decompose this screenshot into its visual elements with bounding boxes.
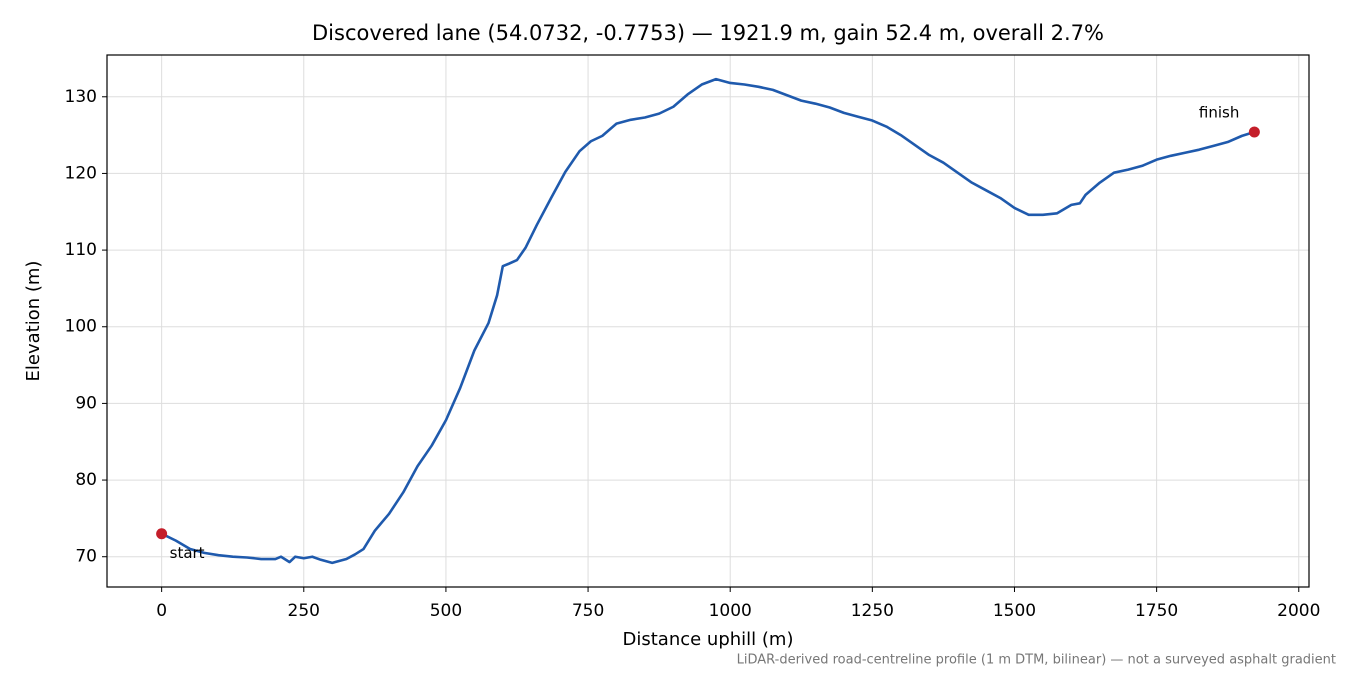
y-axis-label: Elevation (m): [23, 261, 44, 382]
y-tick-label: 130: [65, 87, 97, 107]
endpoint-label: finish: [1199, 104, 1239, 122]
y-tick-label: 80: [75, 470, 97, 490]
x-tick-label: 1000: [709, 601, 752, 621]
x-tick-label: 1750: [1135, 601, 1178, 621]
x-tick-label: 500: [430, 601, 462, 621]
footnote: LiDAR-derived road-centreline profile (1…: [737, 653, 1336, 668]
y-tick-label: 70: [75, 547, 97, 567]
endpoint-marker: [1248, 126, 1260, 138]
y-tick-label: 110: [65, 240, 97, 260]
y-tick-label: 90: [75, 393, 97, 413]
x-tick-label: 2000: [1277, 601, 1320, 621]
y-tick-label: 100: [65, 317, 97, 337]
plot-frame: [106, 54, 1310, 588]
x-tick-label: 250: [288, 601, 320, 621]
chart-title: Discovered lane (54.0732, -0.7753) — 192…: [312, 21, 1104, 45]
x-axis-label: Distance uphill (m): [623, 629, 794, 650]
x-tick-label: 1250: [851, 601, 894, 621]
y-tick-label: 120: [65, 163, 97, 183]
x-tick-label: 750: [572, 601, 604, 621]
x-tick-label: 1500: [993, 601, 1036, 621]
elevation-line: [161, 77, 1255, 565]
x-tick-label: 0: [156, 601, 167, 621]
endpoint-marker: [156, 528, 168, 540]
endpoint-label: start: [170, 544, 205, 562]
